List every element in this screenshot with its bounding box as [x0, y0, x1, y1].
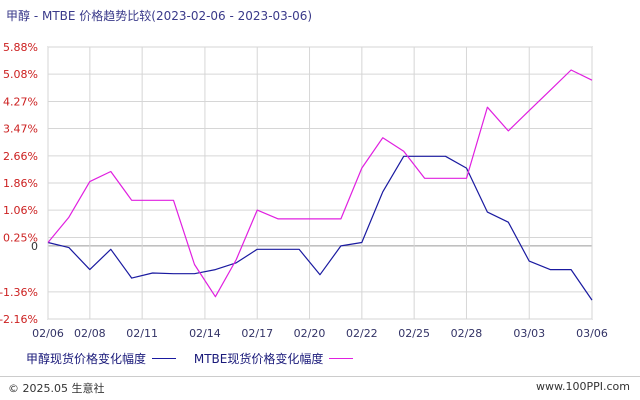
- legend-item-mtbe: MTBE现货价格变化幅度: [194, 350, 354, 367]
- x-tick-label: 02/11: [126, 327, 158, 340]
- y-tick-label: 3.47%: [3, 123, 38, 136]
- footer-copyright: © 2025.05 生意社: [8, 382, 105, 395]
- x-tick-label: 02/14: [189, 327, 221, 340]
- legend-label-mtbe: MTBE现货价格变化幅度: [193, 352, 324, 366]
- y-tick-label: 0.25%: [3, 231, 38, 244]
- series-line-methanol: [47, 155, 593, 301]
- y-tick-label: -1.36%: [0, 286, 38, 299]
- legend-swatch-methanol: [152, 358, 177, 359]
- x-tick-label: 02/25: [398, 327, 430, 340]
- x-tick-label: 02/28: [451, 327, 483, 340]
- x-tick-label: 02/22: [346, 327, 378, 340]
- x-tick-label: 02/08: [74, 327, 106, 340]
- x-tick-label: 02/20: [294, 327, 326, 340]
- y-tick-label: -2.16%: [0, 313, 38, 326]
- y-tick-label: 1.06%: [3, 204, 38, 217]
- footer-site-link[interactable]: www.100PPI.com: [536, 380, 630, 393]
- footer-divider: [0, 376, 640, 377]
- y-tick-label: 5.08%: [3, 68, 38, 81]
- legend-label-methanol: 甲醇现货价格变化幅度: [26, 352, 147, 366]
- y-tick-label: 4.27%: [3, 95, 38, 108]
- x-tick-label: 02/06: [32, 327, 64, 340]
- y-tick-label: 1.86%: [3, 177, 38, 190]
- legend: 甲醇现货价格变化幅度 MTBE现货价格变化幅度: [26, 350, 367, 367]
- y-tick-label: 0: [31, 240, 38, 253]
- x-tick-label: 03/03: [513, 327, 545, 340]
- legend-swatch-mtbe: [329, 358, 354, 359]
- legend-item-methanol: 甲醇现货价格变化幅度: [26, 350, 177, 367]
- y-tick-label: 5.88%: [3, 41, 38, 54]
- chart-title: 甲醇 - MTBE 价格趋势比较(2023-02-06 - 2023-03-06…: [6, 9, 313, 23]
- series-line-mtbe: [47, 69, 593, 298]
- x-tick-label: 03/06: [576, 327, 608, 340]
- y-tick-label: 2.66%: [3, 150, 38, 163]
- x-tick-label: 02/17: [241, 327, 273, 340]
